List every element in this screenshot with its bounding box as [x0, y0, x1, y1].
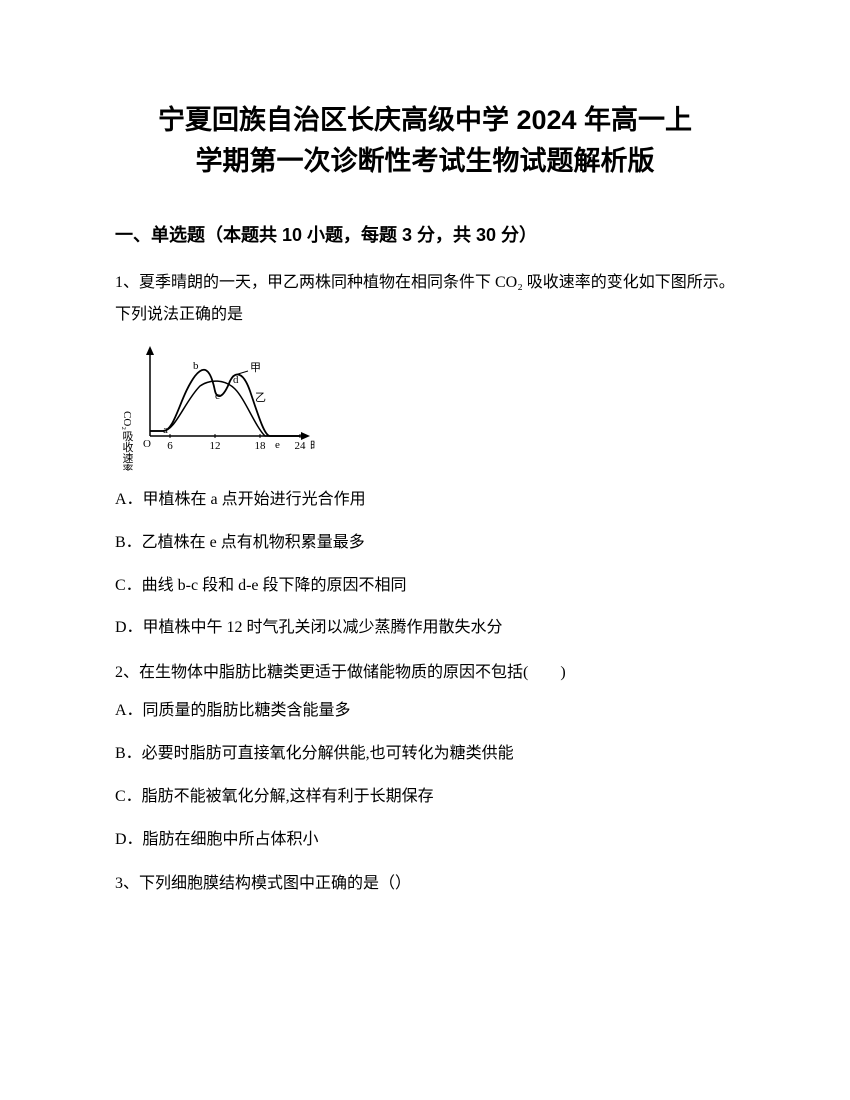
- curve-yi: [150, 381, 300, 436]
- title-line-1: 宁夏回族自治区长庆高级中学 2024 年高一上: [115, 100, 735, 141]
- x-arrow-icon: [301, 432, 310, 440]
- section-header: 一、单选题（本题共 10 小题，每题 3 分，共 30 分）: [115, 221, 735, 247]
- q2-option-d: D．脂肪在细胞中所占体积小: [115, 826, 735, 855]
- q1-option-c: C．曲线 b-c 段和 d-e 段下降的原因不相同: [115, 572, 735, 601]
- q1-option-b: B．乙植株在 e 点有机物积累量最多: [115, 529, 735, 558]
- jia-leader: [238, 371, 248, 374]
- q2-option-a: A．同质量的脂肪比糖类含能量多: [115, 697, 735, 726]
- label-a: a: [163, 424, 168, 436]
- q1-chart: CO₂吸收速率 O 6 12 18 24 时 a b c d e 甲 乙: [115, 341, 735, 471]
- origin-label: O: [143, 438, 151, 450]
- label-e: e: [275, 439, 280, 451]
- label-jia: 甲: [250, 362, 261, 374]
- q2-stem: 2、在生物体中脂肪比糖类更适于做储能物质的原因不包括( ): [115, 657, 735, 689]
- q2-option-b: B．必要时脂肪可直接氧化分解供能,也可转化为糖类供能: [115, 740, 735, 769]
- q1-stem: 1、夏季晴朗的一天，甲乙两株同种植物在相同条件下 CO₂ 吸收速率的变化如下图所…: [115, 267, 735, 331]
- xtick-3: 24: [295, 440, 307, 452]
- label-d: d: [233, 374, 239, 386]
- q1-option-a: A．甲植株在 a 点开始进行光合作用: [115, 486, 735, 515]
- label-b: b: [193, 360, 199, 372]
- co2-chart-svg: CO₂吸收速率 O 6 12 18 24 时 a b c d e 甲 乙: [115, 341, 315, 471]
- q3-stem: 3、下列细胞膜结构模式图中正确的是（）: [115, 868, 735, 900]
- title-line-2: 学期第一次诊断性考试生物试题解析版: [115, 141, 735, 182]
- y-arrow-icon: [146, 346, 154, 355]
- q2-option-c: C．脂肪不能被氧化分解,这样有利于长期保存: [115, 783, 735, 812]
- xtick-0: 6: [167, 440, 173, 452]
- x-axis-label: 时: [310, 439, 315, 452]
- label-yi: 乙: [255, 391, 266, 404]
- xtick-1: 12: [210, 440, 221, 452]
- document-title: 宁夏回族自治区长庆高级中学 2024 年高一上 学期第一次诊断性考试生物试题解析…: [115, 100, 735, 181]
- y-axis-label: CO₂吸收速率: [121, 411, 134, 471]
- label-c: c: [215, 390, 220, 402]
- xtick-2: 18: [255, 440, 267, 452]
- q1-option-d: D．甲植株中午 12 时气孔关闭以减少蒸腾作用散失水分: [115, 614, 735, 643]
